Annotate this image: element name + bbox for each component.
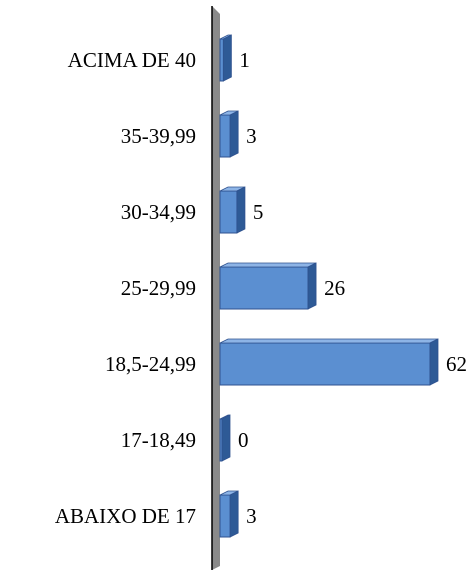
bar-side — [307, 262, 317, 310]
bar-0 — [219, 34, 232, 82]
value-label: 1 — [239, 48, 250, 72]
bar-front — [219, 114, 231, 158]
axis-wall-face — [212, 6, 220, 570]
bar-side — [229, 110, 239, 158]
category-label: 17-18,49 — [121, 428, 196, 452]
value-label: 3 — [246, 124, 257, 148]
category-label: ABAIXO DE 17 — [55, 504, 196, 528]
value-label: 0 — [238, 428, 249, 452]
bar-front — [219, 190, 238, 234]
axis-wall — [211, 6, 220, 570]
bar-6 — [219, 490, 239, 538]
bar-side — [222, 34, 232, 82]
category-label: 18,5-24,99 — [105, 352, 196, 376]
bar-2 — [219, 186, 246, 234]
bar-5 — [219, 414, 231, 462]
bar-3 — [219, 262, 317, 310]
category-label: 25-29,99 — [121, 276, 196, 300]
category-label: ACIMA DE 40 — [68, 48, 196, 72]
value-label: 3 — [246, 504, 257, 528]
bar-4 — [219, 338, 439, 386]
value-label: 5 — [253, 200, 264, 224]
bar-side — [229, 490, 239, 538]
bar-front — [219, 494, 231, 538]
value-label: 26 — [324, 276, 345, 300]
value-label: 62 — [446, 352, 467, 376]
bar-front — [219, 342, 431, 386]
bar-side — [221, 414, 231, 462]
bar-top — [219, 338, 439, 344]
category-label: 35-39,99 — [121, 124, 196, 148]
labels-group: ACIMA DE 40 1 35-39,99 3 30-34,99 5 25-29,99 26… — [55, 48, 467, 528]
bar-top — [219, 262, 317, 268]
bar-side — [236, 186, 246, 234]
bar-1 — [219, 110, 239, 158]
bar-front — [219, 38, 224, 82]
category-label: 30-34,99 — [121, 200, 196, 224]
bars-group — [219, 34, 439, 538]
bar-front — [219, 266, 309, 310]
bar-side — [429, 338, 439, 386]
